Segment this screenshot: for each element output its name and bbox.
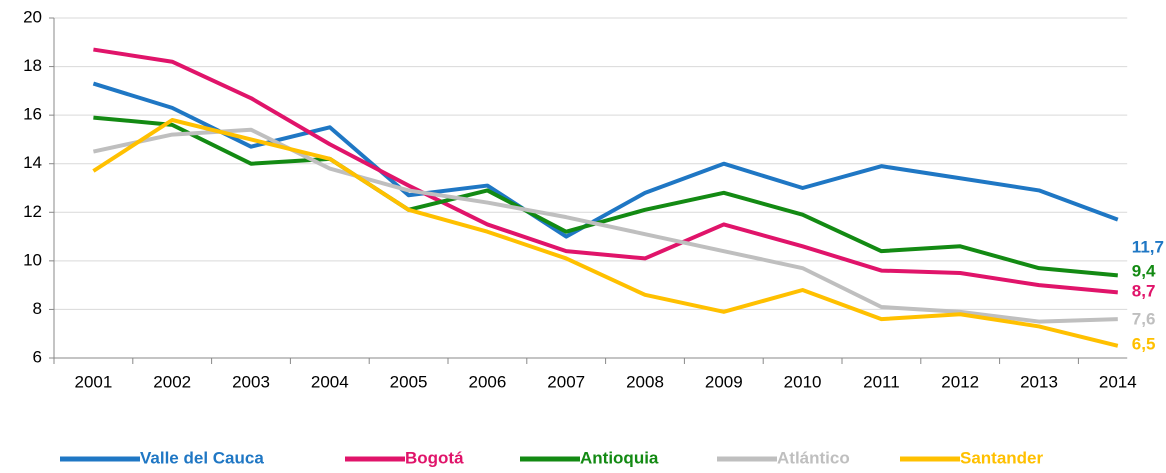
x-tick-label: 2010 [784,372,822,391]
y-tick-label: 14 [23,153,42,172]
value-label: 11,7 [1132,237,1164,256]
series-line [92,127,1118,324]
value-label: 8,7 [1132,281,1156,300]
y-tick-label: 10 [23,250,42,269]
legend-label: Antioquia [580,448,659,467]
x-tick-label: 2014 [1099,372,1137,391]
y-tick-label: 12 [23,202,42,221]
y-tick-label: 8 [33,299,42,318]
x-tick-label: 2002 [153,372,191,391]
legend-label: Atlántico [777,448,850,467]
x-tick-label: 2007 [547,372,585,391]
x-tick-label: 2005 [390,372,428,391]
series-line [92,118,1119,348]
y-tick-label: 20 [23,7,42,26]
series-line [93,47,1118,295]
x-tick-label: 2003 [232,372,270,391]
legend-label: Santander [960,448,1044,467]
x-tick-label: 2013 [1020,372,1058,391]
x-tick-label: 2009 [705,372,743,391]
x-tick-label: 2011 [863,372,900,391]
legend-label: Valle del Cauca [140,448,264,467]
x-tick-label: 2004 [311,372,349,391]
legend-label: Bogotá [405,448,464,467]
value-label: 9,4 [1132,261,1156,280]
value-label: 6,5 [1132,334,1156,353]
x-tick-label: 2001 [74,372,112,391]
x-tick-label: 2008 [626,372,664,391]
x-tick-label: 2012 [941,372,979,391]
y-tick-label: 16 [23,105,42,124]
y-tick-label: 6 [33,347,42,366]
value-label: 7,6 [1132,309,1156,328]
x-tick-label: 2006 [468,372,506,391]
series-line [93,115,1118,278]
y-tick-label: 18 [23,56,42,75]
